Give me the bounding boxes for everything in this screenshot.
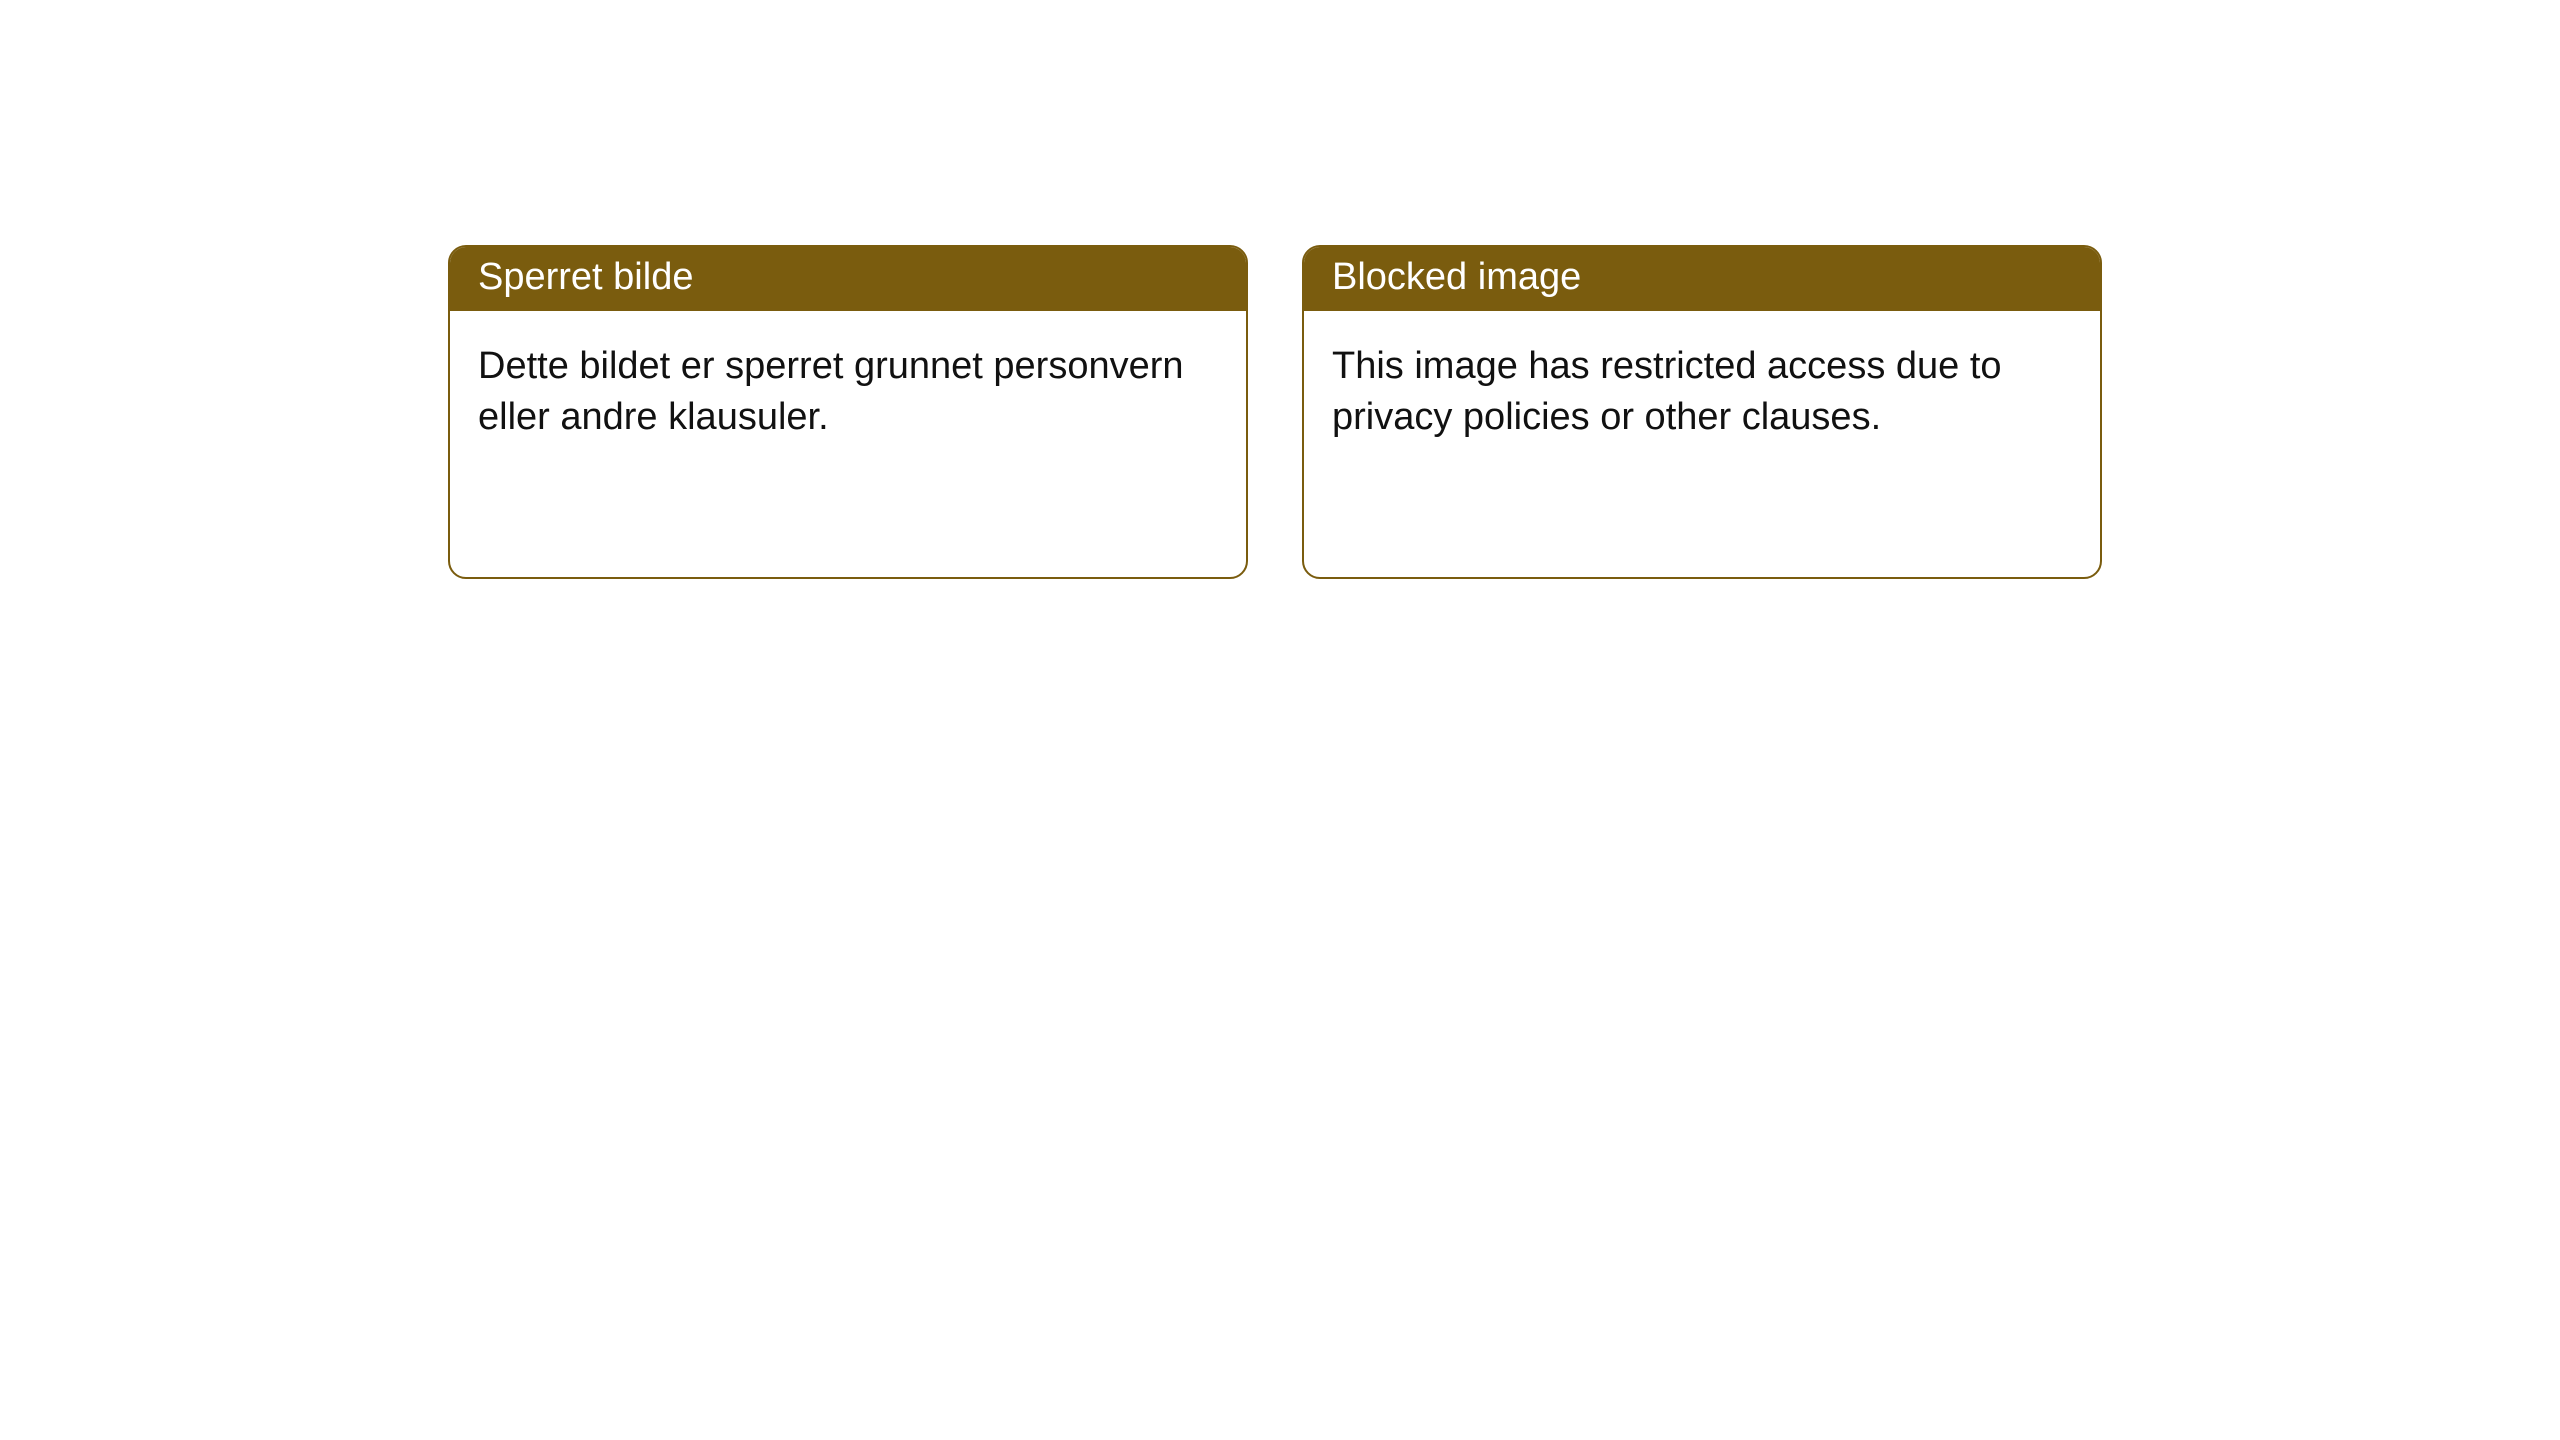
notice-header: Blocked image: [1304, 247, 2100, 311]
notice-body: Dette bildet er sperret grunnet personve…: [450, 311, 1246, 464]
notice-body: This image has restricted access due to …: [1304, 311, 2100, 464]
notice-card-english: Blocked image This image has restricted …: [1302, 245, 2102, 579]
notice-header: Sperret bilde: [450, 247, 1246, 311]
notice-container: Sperret bilde Dette bildet er sperret gr…: [0, 0, 2560, 579]
notice-card-norwegian: Sperret bilde Dette bildet er sperret gr…: [448, 245, 1248, 579]
